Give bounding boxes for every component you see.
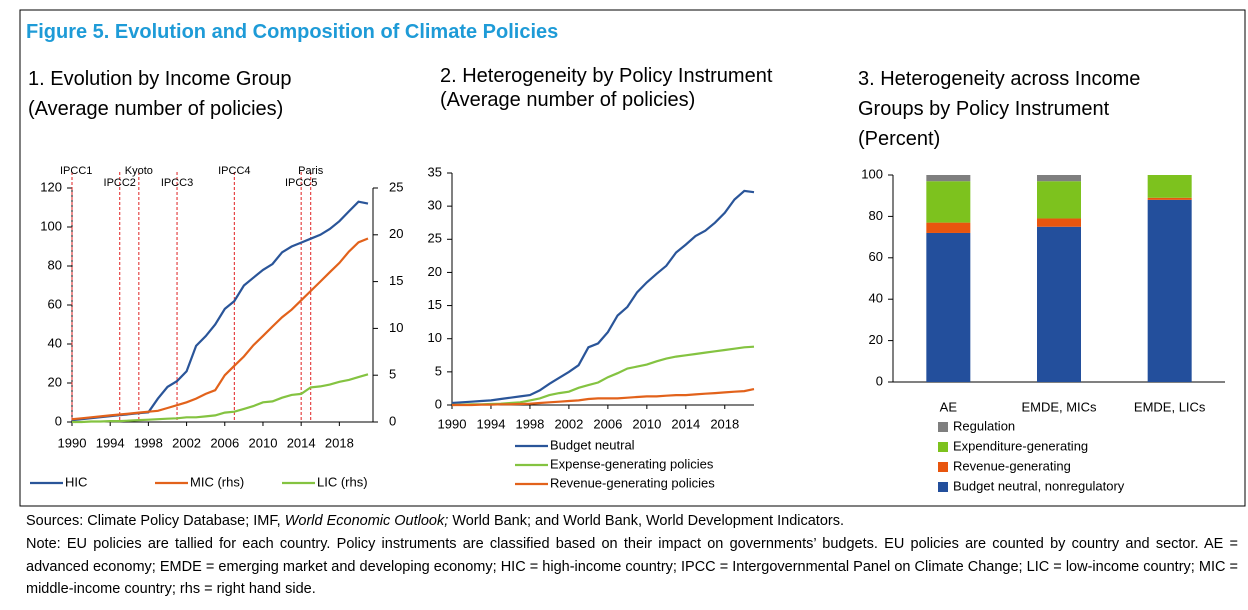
y-tick-label: 10 bbox=[428, 330, 442, 345]
legend-label: Expense-generating policies bbox=[550, 456, 714, 471]
y2-tick-label: 15 bbox=[389, 273, 403, 288]
x-tick-label: 2018 bbox=[325, 435, 354, 450]
legend-label: LIC (rhs) bbox=[317, 474, 368, 489]
y-tick-label: 25 bbox=[428, 231, 442, 246]
event-label: Kyoto bbox=[125, 165, 153, 177]
y-tick-label: 0 bbox=[876, 373, 883, 388]
series-line bbox=[451, 345, 755, 407]
event-label: Paris bbox=[298, 165, 324, 177]
series-line bbox=[72, 373, 369, 424]
legend-label: Budget neutral bbox=[550, 437, 635, 452]
x-tick-label: 2002 bbox=[554, 416, 583, 431]
y-tick-label: 100 bbox=[40, 218, 62, 233]
y-tick-label: 100 bbox=[861, 166, 883, 181]
x-tick-label: 1994 bbox=[96, 435, 125, 450]
y-tick-label: 60 bbox=[869, 249, 883, 264]
chart-title: 1. Evolution by Income Group bbox=[28, 68, 292, 90]
y-tick-label: 30 bbox=[428, 198, 442, 213]
x-tick-label: 2014 bbox=[671, 416, 700, 431]
event-label: IPCC5 bbox=[285, 177, 317, 189]
event-label: IPCC2 bbox=[104, 177, 136, 189]
y-tick-label: 0 bbox=[55, 413, 62, 428]
x-tick-label: 2006 bbox=[210, 435, 239, 450]
y2-tick-label: 25 bbox=[389, 179, 403, 194]
note: Note: EU policies are tallied for each c… bbox=[26, 536, 1238, 597]
bar-segment bbox=[1037, 226, 1081, 382]
frame bbox=[19, 9, 1246, 507]
y-tick-label: 80 bbox=[48, 257, 62, 272]
y-tick-label: 35 bbox=[428, 164, 442, 179]
y2-tick-label: 5 bbox=[389, 367, 396, 382]
bar-segment bbox=[1147, 199, 1192, 382]
y-tick-label: 5 bbox=[435, 363, 442, 378]
event-label: IPCC1 bbox=[60, 165, 92, 177]
bar-segment bbox=[1147, 197, 1192, 200]
sources-text: World Bank; and World Bank, World Develo… bbox=[452, 513, 844, 529]
x-tick-label: 2010 bbox=[249, 435, 278, 450]
legend-swatch bbox=[938, 442, 948, 452]
bar-segment bbox=[926, 175, 971, 182]
bar-segment bbox=[1037, 218, 1081, 227]
x-tick-label: 2010 bbox=[632, 416, 661, 431]
x-tick-label: 1998 bbox=[134, 435, 163, 450]
y-tick-label: 20 bbox=[428, 264, 442, 279]
bar-segment bbox=[1147, 175, 1192, 198]
x-tick-label: 2018 bbox=[710, 416, 739, 431]
series-line bbox=[452, 388, 755, 407]
legend-label: Revenue-generating bbox=[953, 458, 1071, 473]
chart-title: 3. Heterogeneity across Income Groups by… bbox=[858, 68, 1141, 120]
y-tick-label: 60 bbox=[48, 296, 62, 311]
y-tick-label: 80 bbox=[869, 208, 883, 223]
legend-swatch bbox=[938, 462, 948, 472]
y2-tick-label: 20 bbox=[389, 226, 403, 241]
chart-subtitle: (Average number of policies) bbox=[440, 89, 696, 111]
event-label: IPCC4 bbox=[218, 165, 250, 177]
x-tick-label: AE bbox=[940, 399, 958, 414]
bar-segment bbox=[926, 222, 971, 233]
x-tick-label: EMDE, MICs bbox=[1021, 399, 1097, 414]
legend-label: Revenue-generating policies bbox=[550, 475, 715, 490]
x-tick-label: 2006 bbox=[593, 416, 622, 431]
sources-italic: World Economic Outlook; bbox=[284, 513, 449, 529]
sources-text: Sources: Climate Policy Database; IMF, bbox=[26, 513, 281, 529]
bar-segment bbox=[1037, 181, 1081, 219]
y-tick-label: 40 bbox=[869, 291, 883, 306]
chart-title: 2. Heterogeneity by Policy Instrument bbox=[440, 65, 773, 87]
x-tick-label: 1998 bbox=[515, 416, 544, 431]
legend-swatch bbox=[938, 482, 948, 492]
series-line bbox=[451, 189, 755, 405]
y2-tick-label: 0 bbox=[389, 413, 396, 428]
y-tick-label: 20 bbox=[48, 374, 62, 389]
series-line bbox=[71, 237, 369, 421]
y-tick-label: 0 bbox=[435, 396, 442, 411]
y-tick-label: 15 bbox=[428, 297, 442, 312]
y2-tick-label: 10 bbox=[389, 320, 403, 335]
sources: Sources: Climate Policy Database; IMF, W… bbox=[26, 511, 844, 531]
x-tick-label: 1990 bbox=[438, 416, 467, 431]
y-tick-label: 20 bbox=[869, 332, 883, 347]
x-tick-label: 1994 bbox=[477, 416, 506, 431]
legend-label: Budget neutral, nonregulatory bbox=[953, 478, 1125, 493]
legend-label: HIC bbox=[65, 474, 87, 489]
series-line bbox=[71, 200, 369, 422]
legend-swatch bbox=[938, 422, 948, 432]
legend-label: Expenditure-generating bbox=[953, 438, 1088, 453]
event-label: IPCC3 bbox=[161, 177, 193, 189]
legend-label: Regulation bbox=[953, 418, 1015, 433]
y-tick-label: 120 bbox=[40, 179, 62, 194]
legend-label: MIC (rhs) bbox=[190, 474, 244, 489]
chart-subtitle: (Percent) bbox=[858, 128, 941, 150]
y-tick-label: 40 bbox=[48, 335, 62, 350]
chart-subtitle: (Average number of policies) bbox=[28, 98, 284, 120]
bar-segment bbox=[926, 232, 971, 382]
figure-title: Figure 5. Evolution and Composition of C… bbox=[26, 21, 559, 43]
x-tick-label: 2002 bbox=[172, 435, 201, 450]
bar-segment bbox=[926, 181, 971, 223]
x-tick-label: EMDE, LICs bbox=[1134, 399, 1206, 414]
x-tick-label: 2014 bbox=[287, 435, 316, 450]
x-tick-label: 1990 bbox=[58, 435, 87, 450]
bar-segment bbox=[1037, 175, 1081, 182]
